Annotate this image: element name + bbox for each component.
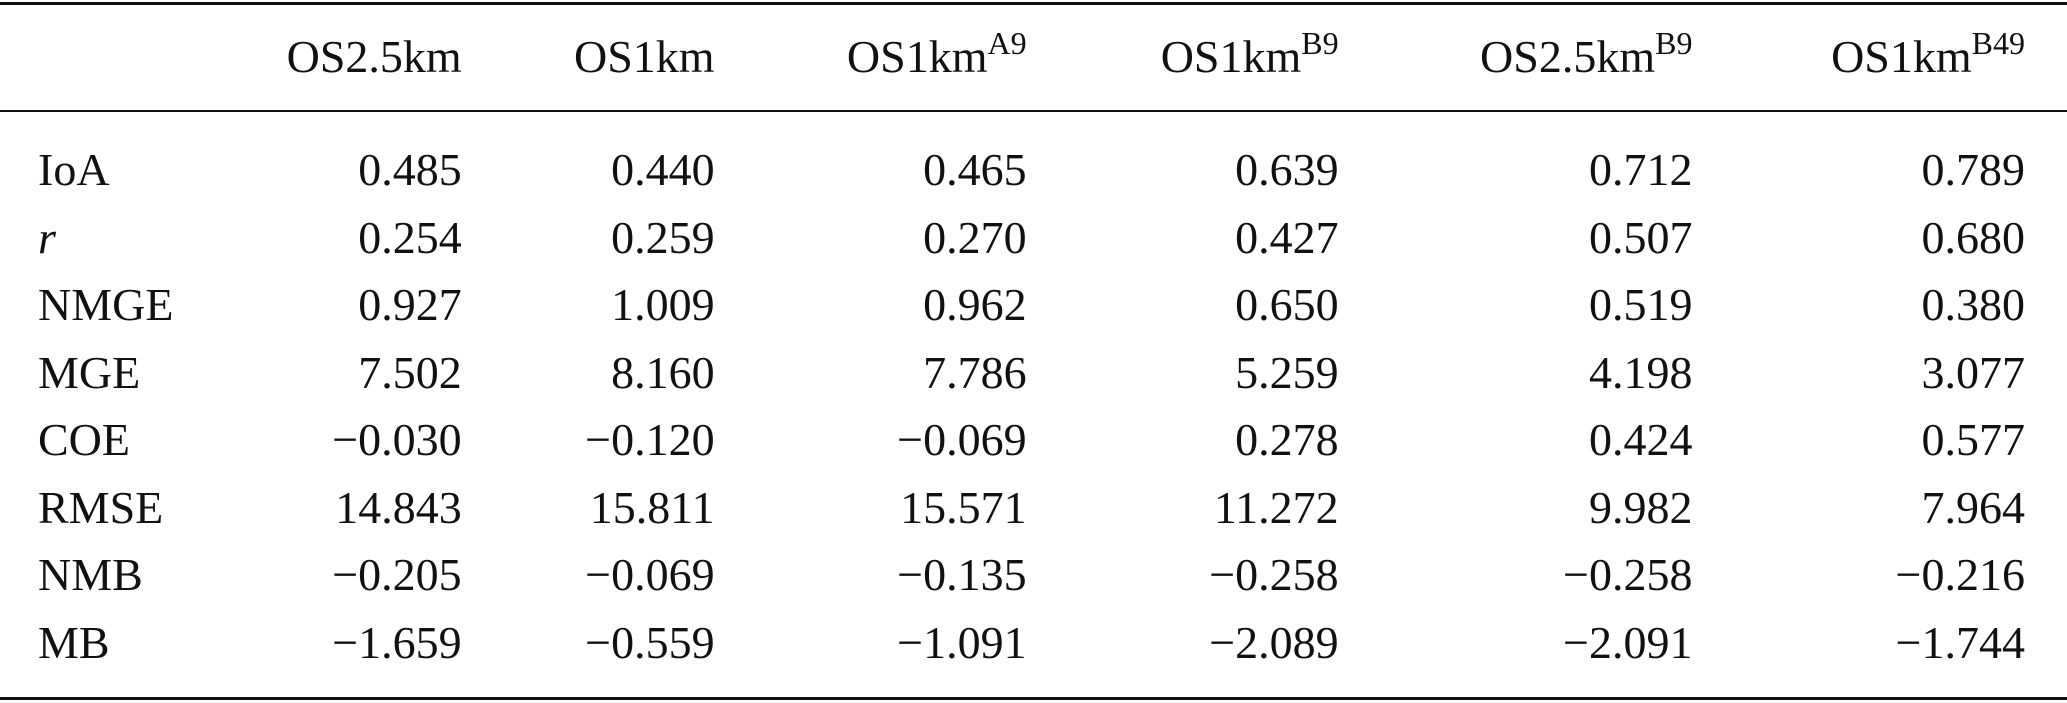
table-cell: −0.069 (585, 549, 715, 601)
table-cell: 0.789 (1921, 144, 2026, 196)
table-cell: 0.650 (1235, 279, 1339, 331)
table-cell: −2.089 (1209, 616, 1339, 668)
table-cell: −0.135 (897, 549, 1027, 601)
table-row: r 0.254 0.259 0.270 0.427 0.507 0.680 (0, 204, 2067, 272)
table-cell: 0.259 (611, 211, 715, 263)
table-row: COE −0.030 −0.120 −0.069 0.278 0.424 0.5… (0, 406, 2067, 474)
row-label: MGE (38, 346, 141, 398)
table-cell: 8.160 (611, 346, 715, 398)
table-cell: 5.259 (1235, 346, 1339, 398)
table-cell: 11.272 (1213, 481, 1339, 533)
table-cell: 0.577 (1921, 414, 2026, 466)
bottom-rule (0, 697, 2067, 700)
header-corner (0, 0, 255, 112)
table-cell: 0.254 (358, 211, 462, 263)
table-cell: 0.507 (1588, 211, 1693, 263)
statistics-table: OS2.5km OS1km OS1kmA9 OS1kmB9 OS2.5kmB9 … (0, 0, 2067, 677)
table-row: NMGE 0.927 1.009 0.962 0.650 0.519 0.380 (0, 271, 2067, 339)
table-cell: −0.258 (1563, 549, 1693, 601)
column-header: OS1km (573, 30, 715, 82)
table-cell: −0.120 (585, 414, 715, 466)
table-cell: 0.519 (1588, 279, 1693, 331)
table-cell: 14.843 (335, 481, 462, 533)
row-label: MB (38, 616, 110, 668)
table-cell: 7.964 (1921, 481, 2026, 533)
row-label: IoA (38, 144, 110, 196)
table-cell: 0.485 (358, 144, 462, 196)
table-cell: −0.205 (332, 549, 462, 601)
table-cell: 0.278 (1235, 414, 1339, 466)
table-cell: −0.258 (1209, 549, 1339, 601)
table-cell: 4.198 (1588, 346, 1693, 398)
table-cell: 0.427 (1235, 211, 1339, 263)
table-row: MGE 7.502 8.160 7.786 5.259 4.198 3.077 (0, 339, 2067, 407)
table-row: NMB −0.205 −0.069 −0.135 −0.258 −0.258 −… (0, 541, 2067, 609)
table-cell: 0.639 (1235, 144, 1339, 196)
table-cell: 15.811 (589, 481, 715, 533)
table-cell: 0.270 (923, 211, 1027, 263)
row-label: RMSE (38, 481, 164, 533)
row-label: r (38, 211, 56, 263)
header-rule (0, 110, 2067, 112)
column-header: OS1kmA9 (846, 24, 1027, 82)
table-cell: −1.659 (332, 616, 462, 668)
table-cell: −1.091 (897, 616, 1027, 668)
column-header: OS1kmB49 (1831, 24, 2025, 82)
table-cell: −0.030 (332, 414, 462, 466)
top-rule (0, 2, 2067, 5)
table-row: IoA 0.485 0.440 0.465 0.639 0.712 0.789 (0, 112, 2067, 204)
table-cell: 9.982 (1588, 481, 1693, 533)
table-cell: 0.927 (358, 279, 462, 331)
row-label: COE (38, 414, 130, 466)
table-cell: 7.502 (358, 346, 462, 398)
table-cell: 0.712 (1588, 144, 1693, 196)
table-row: RMSE 14.843 15.811 15.571 11.272 9.982 7… (0, 474, 2067, 542)
table-cell: 3.077 (1921, 346, 2026, 398)
header-row: OS2.5km OS1km OS1kmA9 OS1kmB9 OS2.5kmB9 … (0, 0, 2067, 112)
table-cell: −0.216 (1895, 549, 2025, 601)
table-cell: 0.424 (1588, 414, 1693, 466)
table-cell: 15.571 (900, 481, 1027, 533)
table-row: MB −1.659 −0.559 −1.091 −2.089 −2.091 −1… (0, 609, 2067, 677)
table-cell: 7.786 (923, 346, 1027, 398)
row-label: NMGE (38, 279, 174, 331)
table-cell: 0.465 (923, 144, 1027, 196)
table-cell: −1.744 (1895, 616, 2025, 668)
column-header: OS2.5kmB9 (1480, 24, 1693, 82)
table-cell: −0.559 (585, 616, 715, 668)
table-cell: −2.091 (1563, 616, 1693, 668)
column-header: OS1kmB9 (1160, 24, 1339, 82)
table-cell: 0.680 (1921, 211, 2026, 263)
table-cell: 1.009 (611, 279, 715, 331)
row-label: NMB (38, 549, 143, 601)
column-header: OS2.5km (286, 30, 462, 82)
table-cell: 0.962 (923, 279, 1027, 331)
table-cell: 0.380 (1921, 279, 2026, 331)
table-cell: −0.069 (897, 414, 1027, 466)
table-cell: 0.440 (611, 144, 715, 196)
